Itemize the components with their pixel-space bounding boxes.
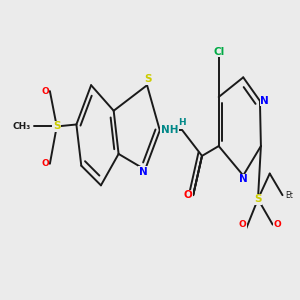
Text: N: N bbox=[139, 167, 148, 177]
Text: Et: Et bbox=[285, 190, 293, 200]
Text: N: N bbox=[239, 174, 248, 184]
Text: O: O bbox=[274, 220, 281, 229]
Text: O: O bbox=[41, 159, 49, 168]
Text: O: O bbox=[238, 220, 246, 229]
Text: S: S bbox=[53, 122, 61, 131]
Text: O: O bbox=[41, 87, 49, 96]
Text: S: S bbox=[254, 194, 262, 204]
Text: NH: NH bbox=[161, 125, 178, 135]
Text: N: N bbox=[260, 96, 269, 106]
Text: O: O bbox=[184, 190, 193, 200]
Text: CH₃: CH₃ bbox=[13, 122, 31, 131]
Text: Cl: Cl bbox=[213, 47, 224, 57]
Text: S: S bbox=[144, 74, 152, 84]
Text: H: H bbox=[178, 118, 186, 127]
